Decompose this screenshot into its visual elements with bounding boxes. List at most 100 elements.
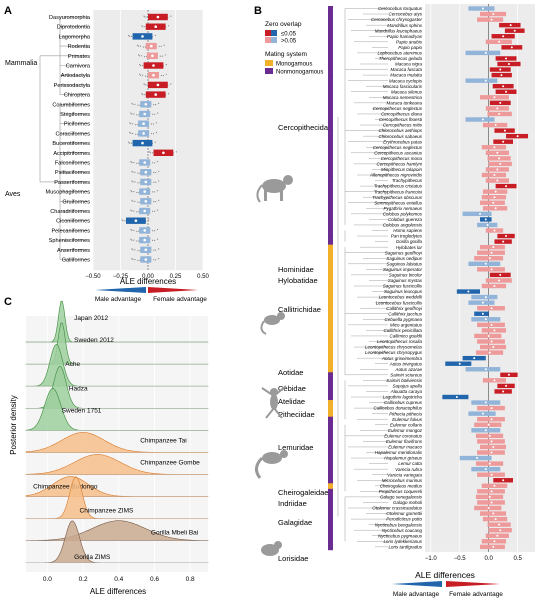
panel-b-species-label: Varecia rubra [395,467,422,472]
panel-b-family-label: Lorisidae [278,554,308,563]
panel-a-jitter-point [133,191,135,193]
panel-b-mating-segment [328,261,333,268]
panel-b-mating-segment [328,377,333,384]
panel-a-jitter-point [131,113,133,115]
panel-c-tick-label: 0.2 [79,576,88,583]
panel-b-mating-segment [328,483,333,490]
panel-a-jitter-point [142,94,144,96]
panel-b-mating-segment [328,111,333,118]
panel-a-jitter-point [128,141,130,143]
panel-b-mean-point [509,24,512,27]
panel-a-jitter-point [150,123,153,125]
panel-b-interval-bar [465,50,501,56]
panel-a-jitter-point [139,104,141,106]
panel-b-mean-point [490,451,493,454]
panel-a-order-label: Dasyuromorphia [49,15,91,21]
panel-b-interval-bar [465,117,495,122]
panel-a-order-label: Carnivora [66,64,91,70]
panel-a-jitter-point [158,248,160,250]
panel-b-species-label: Mico argentatus [390,322,423,327]
panel-a-jitter-point [158,45,160,48]
panel-b-mean-point [481,412,484,415]
panel-a-jitter-point [143,15,145,17]
panel-a-jitter-point [131,248,133,250]
panel-b-interval-bar [465,78,498,83]
panel-a-mean-point [154,93,157,96]
panel-b-interval-bar [474,311,489,316]
panel-b-mating-segment [328,333,333,340]
panel-b-mating-segment [328,366,333,373]
panel-b-mating-segment [328,444,333,451]
panel-a-jitter-point [141,93,143,95]
panel-b-mean-point [481,7,484,10]
panel-b-species-label: Theropithecus gelada [379,56,423,61]
panel-a-jitter-point [135,124,137,126]
panel-b-mean-point [505,185,508,188]
panel-a-mean-point [143,209,146,213]
panel-a-mean-point [154,25,157,29]
panel-b-xlabel: ALE differences [415,570,475,580]
panel-a-order-label: Sphenisciformes [49,238,91,244]
panel-b-mating-segment [328,316,333,323]
panel-a-jitter-point [154,141,156,143]
panel-a-jitter-point [154,34,156,37]
panel-b-mating-segment [328,350,333,356]
panel-c-series-label: Gorilla ZIMS [74,554,111,561]
panel-a-jitter-point [148,219,150,221]
panel-b-mean-point [496,179,499,182]
panel-b-mating-segment [328,222,333,229]
panel-b-mean-point [484,218,487,221]
panel-b-mating-segment [328,244,333,251]
panel-a-jitter-point [152,191,154,193]
panel-a-jitter-point [142,64,144,67]
panel-a-jitter-point [152,113,154,115]
panel-a-mean-point [152,73,155,77]
panel-a-jitter-point [152,133,155,135]
panel-b-species-label: Cercopithecus ascanius [374,150,423,155]
panel-a-jitter-point [139,45,142,47]
panel-a-order-label: Coraciiformes [55,131,90,137]
panel-a-tick-label: −0.25 [113,274,129,280]
panel-b-mating-segment [328,472,333,479]
panel-b-phylogeny [337,8,388,548]
panel-a-mean-point [144,258,148,261]
panel-b-species-label: Leontopithecus chrysomelas [365,345,423,350]
panel-b-mean-point [490,323,493,326]
panel-b-mating-segment [328,488,333,495]
panel-a-order-forest-plot: Mammalia Aves −0.50 −0.25 0.00 0.25 0.50 Dasy… [5,10,209,303]
panel-b-mean-point [494,124,497,127]
panel-b-species-label: Cercopithecus mona [381,156,423,161]
panel-b-mean-point [492,512,495,515]
panel-a-mean-point [134,219,138,222]
panel-b-mating-segment [328,189,333,195]
panel-b-family-label: Indriidae [278,499,307,508]
legend-swatch-ns-red [265,37,271,43]
panel-b-species-label: Cercopithecus hamlyni [376,162,423,167]
panel-b-species-label: Nycticebus pygmaeus [378,533,423,538]
panel-b-tick-label: −1.0 [425,556,438,562]
panel-a-mean-point [144,248,148,252]
panel-a-jitter-point [137,259,139,261]
panel-b-mean-point [455,396,458,398]
panel-a-jitter-point [153,171,155,174]
panel-a-jitter-point [137,182,139,184]
panel-b-species-label: Cercopithecus neglectus [373,145,423,150]
panel-b-species-label: Mandrillus sphinx [387,23,423,28]
panel-b-mean-point [502,479,505,482]
panel-b-species-label: Trachypithecus obscurus [372,195,422,200]
panel-b-interval-bar [465,367,501,372]
panel-a-jitter-point [154,162,156,164]
panel-b-mating-segment [328,122,333,129]
panel-a-jitter-point [153,104,155,106]
panel-a-jitter-point [137,172,139,174]
panel-a-mean-point [141,35,144,38]
panel-b-species-label: Cercocebus chrysogaster [371,17,423,22]
panel-b-mean-point [499,273,502,276]
panel-b-mean-point [500,74,503,77]
panel-a-jitter-point [130,228,132,231]
panel-b-mean-point [490,440,493,443]
legend-mono-label: Monogamous [276,62,312,68]
panel-a-jitter-point [154,191,156,193]
panel-b-species-label: Aotus azarae [394,367,422,372]
panel-b-mating-segment [328,266,333,273]
